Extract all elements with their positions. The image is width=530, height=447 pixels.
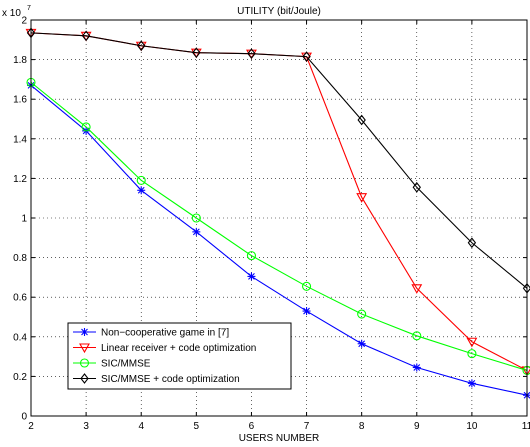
x-tick-label: 6 — [249, 421, 255, 432]
y-multiplier-exponent: 7 — [27, 5, 31, 12]
y-tick-label: 0.2 — [13, 372, 27, 383]
y-multiplier: x 10 7 — [2, 5, 31, 19]
series-line — [30, 32, 528, 289]
series-point — [412, 363, 421, 372]
series-line — [30, 84, 528, 396]
y-tick-label: 1.6 — [13, 95, 27, 106]
x-axis-title: USERS NUMBER — [239, 433, 320, 444]
legend-entry: SIC/MMSE — [73, 358, 151, 370]
series-point — [467, 237, 477, 249]
series-point — [467, 379, 476, 388]
x-tick-label: 10 — [466, 421, 478, 432]
x-tick-label: 4 — [138, 421, 144, 432]
series-point — [192, 47, 201, 59]
series-point — [247, 48, 256, 60]
series-point — [301, 52, 312, 63]
legend-entry: Linear receiver + code optimization — [73, 343, 256, 354]
series-point — [411, 284, 423, 294]
x-tick-label: 3 — [83, 421, 89, 432]
y-tick-label: 1 — [21, 214, 27, 225]
series-point — [467, 349, 477, 359]
y-tick-label: 2 — [21, 16, 27, 27]
y-tick-label: 0.6 — [13, 293, 27, 304]
series-point — [412, 331, 422, 341]
series-point — [357, 339, 366, 348]
series-point — [246, 251, 256, 261]
legend-marker — [80, 373, 89, 384]
y-tick-label: 1.8 — [13, 55, 27, 66]
y-tick-label: 1.4 — [13, 134, 27, 145]
ticks: 2 3 4 5 6 7 8 9 10 11 0 0.2 0.4 0.6 0.8 1 1.2 1.4 1.6 1.8 2 — [13, 16, 530, 433]
series-point — [81, 30, 91, 42]
series-point — [247, 272, 256, 281]
x-tick-label: 2 — [28, 421, 34, 432]
y-multiplier-base: x 10 — [2, 8, 21, 19]
legend-marker — [80, 328, 89, 336]
legend-marker — [79, 343, 90, 354]
legend: Non−cooperative game in [7] Linear receiv… — [67, 322, 292, 390]
y-tick-label: 0 — [21, 412, 27, 423]
series-point — [466, 337, 478, 348]
series-point — [302, 51, 311, 63]
legend-label: Linear receiver + code optimization — [101, 343, 256, 354]
series-point — [412, 181, 421, 193]
x-tick-label: 9 — [414, 421, 420, 432]
y-tick-label: 0.8 — [13, 253, 27, 264]
series-point — [356, 193, 368, 203]
legend-label: SIC/MMSE + code optimization — [101, 374, 240, 385]
series-point — [302, 307, 311, 316]
legend-entry: Non−cooperative game in [7] — [73, 328, 229, 339]
x-tick-label: 7 — [304, 421, 310, 432]
series-point — [357, 309, 367, 319]
series-line — [30, 81, 528, 371]
series-point — [192, 227, 201, 236]
legend-label: SIC/MMSE — [101, 359, 151, 370]
x-tick-label: 8 — [359, 421, 365, 432]
series-point — [136, 175, 146, 185]
legend-box — [67, 322, 292, 390]
series-point — [302, 281, 312, 291]
legend-label: Non−cooperative game in [7] — [101, 328, 229, 339]
legend-entry: SIC/MMSE + code optimization — [73, 373, 240, 385]
series-point — [137, 186, 146, 195]
legend-marker — [79, 358, 90, 368]
series-point — [137, 40, 146, 52]
series-point — [81, 122, 91, 132]
series-point — [191, 213, 201, 223]
y-tick-label: 1.2 — [13, 174, 27, 185]
chart-title: UTILITY (bit/Joule) — [237, 6, 321, 17]
x-tick-label: 11 — [522, 421, 530, 432]
series-layer — [25, 27, 530, 400]
series-point — [357, 114, 366, 126]
x-tick-label: 5 — [194, 421, 200, 432]
y-tick-label: 0.4 — [13, 332, 27, 343]
